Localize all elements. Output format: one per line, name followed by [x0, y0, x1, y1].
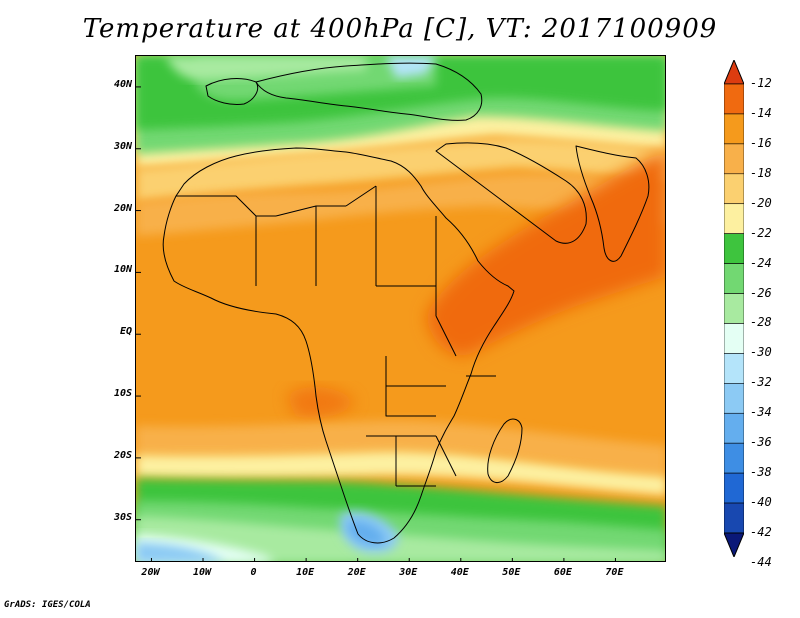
colorbar-swatch — [723, 113, 745, 145]
lon-label: 30E — [399, 567, 418, 578]
lat-label: 20N — [113, 202, 132, 214]
colorbar-swatch — [723, 323, 745, 354]
colorbar-label: -16 — [750, 135, 772, 150]
colorbar-swatch — [723, 472, 745, 504]
colorbar-label: -26 — [750, 285, 772, 300]
lat-label: 30S — [113, 511, 132, 523]
lon-label: 40E — [450, 567, 469, 578]
lon-label: 20E — [347, 567, 366, 578]
map-canvas — [136, 56, 665, 561]
colorbar-label: -22 — [750, 225, 772, 240]
colorbar-label: -38 — [750, 465, 772, 480]
colorbar-swatch — [723, 353, 745, 384]
coastlines — [162, 62, 650, 544]
colorbar-label: -18 — [750, 165, 772, 180]
colorbar-label: -28 — [750, 315, 772, 330]
colorbar-swatch — [723, 412, 745, 444]
temperature-field — [136, 56, 665, 561]
lon-label: 70E — [605, 567, 624, 578]
lat-label: EQ — [119, 326, 132, 338]
lon-label: 10E — [296, 567, 315, 578]
colorbar-svg — [723, 58, 745, 559]
colorbar-label: -40 — [750, 495, 772, 510]
colorbar-label: -30 — [750, 345, 772, 360]
colorbar-label: -34 — [750, 405, 772, 420]
colorbar-swatch — [723, 442, 745, 474]
lon-label: 50E — [502, 567, 521, 578]
lon-label: 60E — [553, 567, 572, 578]
lat-label: 20S — [113, 449, 132, 461]
colorbar-bottom-arrow — [723, 532, 745, 559]
lat-label: 10S — [113, 388, 132, 400]
colorbar-label: -24 — [750, 255, 772, 270]
colorbar-label: -42 — [750, 525, 772, 539]
colorbar — [723, 58, 745, 559]
colorbar-swatch — [723, 233, 745, 264]
colorbar-swatch — [723, 173, 745, 205]
colorbar-swatch — [723, 502, 745, 534]
lat-label: 40N — [113, 78, 132, 90]
colorbar-top-arrow — [723, 58, 745, 85]
colorbar-swatch — [723, 383, 745, 414]
colorbar-label: -14 — [750, 105, 772, 120]
colorbar-swatch — [723, 83, 745, 115]
lon-label: 10W — [192, 567, 212, 578]
credit-text: GrADS: IGES/COLA — [4, 600, 91, 610]
colorbar-label: -12 — [750, 76, 772, 90]
colorbar-swatch — [723, 203, 745, 234]
lat-label: 30N — [113, 140, 132, 152]
temperature-map — [135, 55, 666, 562]
lat-label: 10N — [113, 264, 132, 276]
lon-label: 20W — [141, 567, 160, 578]
chart-title: Temperature at 400hPa [C], VT: 201710090… — [82, 14, 718, 44]
colorbar-label: -20 — [750, 195, 772, 210]
colorbar-label: -32 — [750, 375, 772, 390]
colorbar-swatch — [723, 293, 745, 324]
colorbar-swatch — [723, 143, 745, 175]
lon-label: 0 — [250, 567, 257, 578]
colorbar-label: -44 — [750, 554, 772, 569]
colorbar-label: -36 — [750, 435, 772, 450]
map-ticks — [136, 86, 616, 561]
colorbar-swatch — [723, 263, 745, 294]
